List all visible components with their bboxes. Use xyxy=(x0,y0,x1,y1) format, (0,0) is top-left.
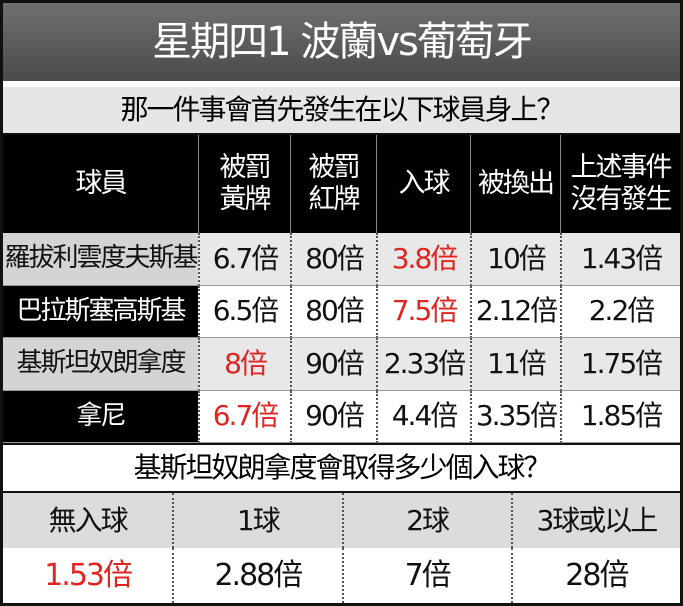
odds-cell: 1.43倍 xyxy=(560,233,680,286)
goal-option: 1球 xyxy=(172,493,342,548)
odds-cell: 4.4倍 xyxy=(376,390,470,443)
odds-cell: 90倍 xyxy=(290,390,376,443)
odds-cell: 11倍 xyxy=(470,338,560,391)
odds-cell: 6.7倍 xyxy=(198,390,290,443)
column-header: 被罰 黃牌 xyxy=(198,135,290,233)
question: 基斯坦奴朗拿度會取得多少個入球？ xyxy=(3,443,680,493)
column-header: 球員 xyxy=(3,135,198,233)
odds-cell: 6.7倍 xyxy=(198,233,290,286)
odds-cell: 1.75倍 xyxy=(560,338,680,391)
odds-cell: 2.12倍 xyxy=(470,285,560,338)
odds-cell: 2.2倍 xyxy=(560,285,680,338)
player-name: 巴拉斯塞高斯基 xyxy=(3,285,198,338)
odds-cell: 80倍 xyxy=(290,285,376,338)
title-bar: 星期四1 波蘭vs葡萄牙 xyxy=(3,3,680,81)
odds-cell: 10倍 xyxy=(470,233,560,286)
odds-cell: 7倍 xyxy=(341,548,511,603)
odds-cell: 1.53倍 xyxy=(3,548,173,603)
odds-cell: 7.5倍 xyxy=(376,285,470,338)
odds-cell: 28倍 xyxy=(510,548,680,603)
goal-option: 3球或以上 xyxy=(510,493,680,548)
odds-cell: 1.85倍 xyxy=(560,390,680,443)
odds-cell: 3.35倍 xyxy=(470,390,560,443)
goal-option: 2球 xyxy=(341,493,511,548)
column-header: 上述事件 沒有發生 xyxy=(560,135,680,233)
odds-cell: 2.88倍 xyxy=(172,548,342,603)
odds-cell: 90倍 xyxy=(290,338,376,391)
goal-option: 無入球 xyxy=(3,493,173,548)
odds-cell: 6.5倍 xyxy=(198,285,290,338)
odds-cell: 2.33倍 xyxy=(376,338,470,391)
column-header: 被罰 紅牌 xyxy=(290,135,376,233)
column-header: 被換出 xyxy=(470,135,560,233)
odds-cell: 3.8倍 xyxy=(376,233,470,286)
player-name: 羅拔利雲度夫斯基 xyxy=(3,233,199,286)
question: 那一件事會首先發生在以下球員身上？ xyxy=(3,87,680,135)
odds-cell: 8倍 xyxy=(198,338,290,391)
odds-cell: 80倍 xyxy=(290,233,376,286)
player-name: 拿尼 xyxy=(3,390,198,443)
player-name: 基斯坦奴朗拿度 xyxy=(3,338,198,391)
column-header: 入球 xyxy=(376,135,470,233)
